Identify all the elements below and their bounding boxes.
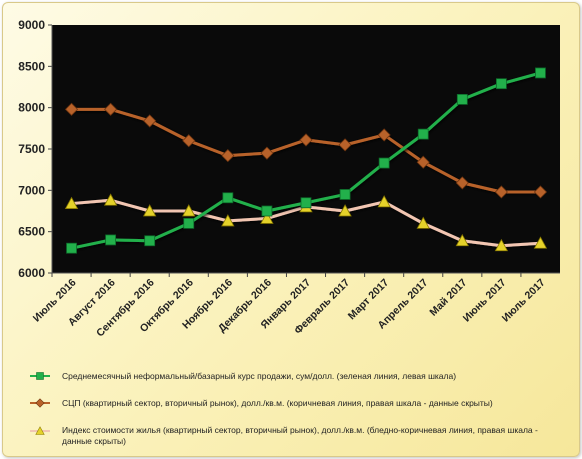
- series-2-point: [143, 114, 157, 128]
- legend-swatch-marker-3: [35, 426, 45, 435]
- series-3-point: [455, 233, 469, 247]
- series-1-point: [144, 235, 156, 247]
- y-tick-label: 9000: [18, 18, 45, 32]
- series-2-point: [260, 146, 274, 160]
- series-2-point: [416, 155, 430, 169]
- series-3-point: [494, 238, 509, 252]
- series-3-point: [221, 214, 235, 227]
- series-3-point: [143, 204, 157, 217]
- series-2-point: [377, 128, 391, 142]
- series-2-point: [64, 102, 79, 116]
- series-1-point: [456, 94, 468, 105]
- plot-area: [52, 25, 560, 273]
- y-tick-label: 7000: [18, 183, 45, 197]
- series-1-point: [300, 197, 312, 209]
- y-tick-label: 8500: [18, 59, 45, 73]
- series-2-point: [338, 138, 352, 152]
- legend-swatch-marker-1: [36, 372, 44, 380]
- y-tick-label: 8000: [18, 101, 45, 115]
- series-3-point: [260, 211, 274, 224]
- series-1-point: [66, 242, 77, 254]
- series-1-point: [417, 128, 429, 140]
- series-3-point: [64, 196, 79, 209]
- series-3-point: [103, 193, 118, 206]
- legend-swatch-marker-2: [35, 398, 45, 408]
- series-1-point: [183, 217, 195, 229]
- series-2-point: [182, 134, 196, 148]
- series-1-point: [339, 189, 351, 200]
- series-1-point: [222, 192, 234, 204]
- series-1-point: [495, 78, 507, 90]
- series-1-point: [105, 234, 117, 246]
- series-3-point: [338, 204, 352, 217]
- legend-label-3: Индекс стоимости жилья (квартирный секто…: [62, 425, 540, 446]
- series-2-point: [221, 149, 235, 163]
- series-2-point: [455, 176, 469, 190]
- legend-label-2: СЦП (квартирный сектор, вторичный рынок)…: [62, 398, 493, 408]
- series-3-point: [416, 216, 430, 229]
- series-1-point: [261, 205, 273, 217]
- series-2-point: [104, 102, 118, 116]
- series-1-point: [378, 157, 390, 169]
- y-tick-label: 7500: [18, 142, 45, 156]
- series-3-point: [182, 204, 196, 217]
- series-3-point: [377, 195, 391, 208]
- series-1-point: [535, 67, 546, 79]
- y-tick-label: 6500: [18, 225, 45, 239]
- series-2-point: [299, 133, 313, 147]
- y-tick-label: 6000: [18, 266, 45, 280]
- series-2-point: [494, 185, 508, 199]
- series-3-point: [533, 236, 548, 249]
- series-2-point: [533, 185, 548, 199]
- legend-label-1: Среднемесячный неформальный/базарный кур…: [62, 371, 456, 381]
